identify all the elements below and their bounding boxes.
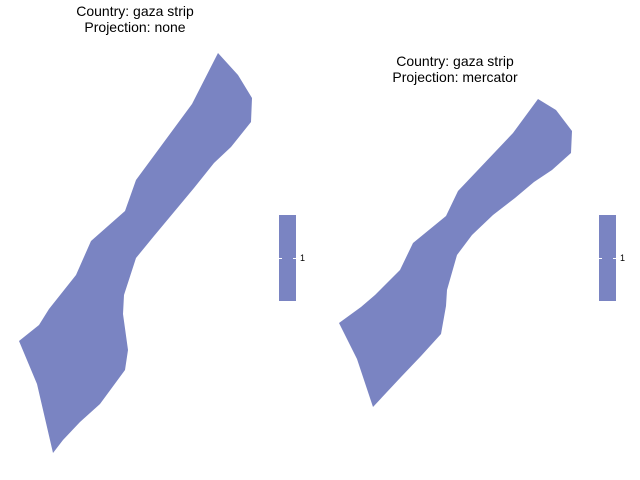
title-projection: Projection: mercator xyxy=(392,69,518,85)
country-shape xyxy=(339,99,572,407)
legend-tick xyxy=(613,258,616,259)
title-country: Country: gaza strip xyxy=(396,53,514,69)
legend-color-bar xyxy=(279,215,296,301)
legend-label: 1 xyxy=(300,253,306,263)
title-country: Country: gaza strip xyxy=(76,3,194,19)
legend-tick xyxy=(293,258,296,259)
map-panel-none: Country: gaza strip Projection: none 1 xyxy=(0,3,306,453)
legend-label: 1 xyxy=(620,253,626,263)
map-canvas xyxy=(339,99,572,407)
legend-tick xyxy=(599,258,602,259)
panel-title: Country: gaza strip Projection: none xyxy=(0,3,270,35)
title-projection: Projection: none xyxy=(84,19,186,35)
map-panel-mercator: Country: gaza strip Projection: mercator… xyxy=(320,0,640,480)
legend-color-bar xyxy=(599,215,616,301)
panel-title: Country: gaza strip Projection: mercator xyxy=(320,53,590,85)
map-canvas xyxy=(19,53,252,453)
country-shape xyxy=(19,53,252,453)
legend-tick xyxy=(279,258,282,259)
